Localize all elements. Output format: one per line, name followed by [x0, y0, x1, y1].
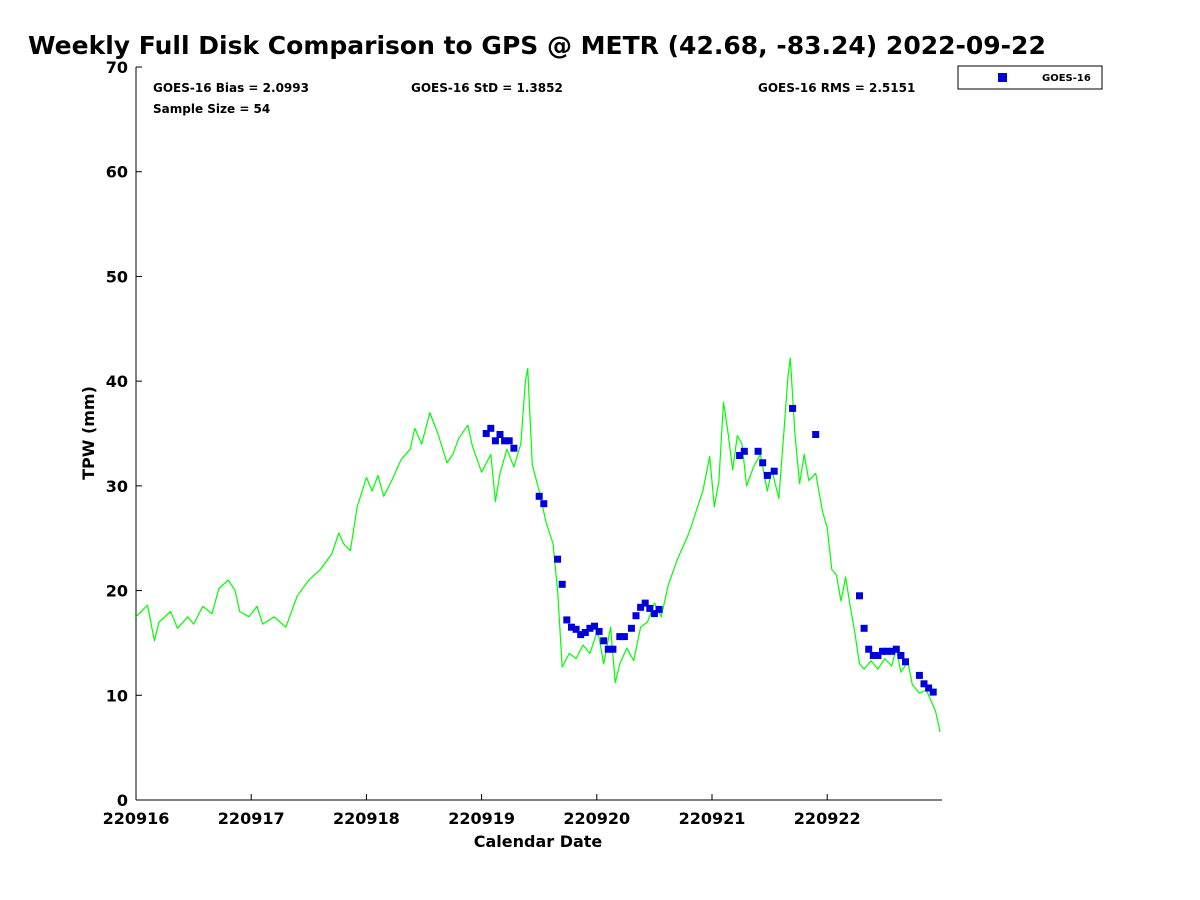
goes16-point: [482, 430, 490, 437]
goes16-point: [740, 447, 748, 455]
legend-box: [957, 65, 1103, 90]
goes16-point: [568, 623, 575, 631]
goes16-point: [581, 629, 589, 636]
goes16-point: [892, 645, 900, 653]
goes16-point: [650, 610, 658, 618]
x-tick-label: 220916: [103, 809, 170, 828]
rms-stat: GOES-16 RMS = 2.5151: [758, 81, 915, 95]
goes16-point: [759, 459, 767, 467]
goes16-point: [620, 633, 628, 641]
y-tick-label: 70: [106, 58, 128, 77]
goes16-point: [856, 592, 863, 600]
goes16-point: [563, 616, 571, 624]
x-tick-label: 220917: [218, 809, 285, 828]
std-stat: GOES-16 StD = 1.3852: [411, 81, 563, 95]
x-tick-label: 220918: [333, 809, 400, 828]
goes16-point: [491, 437, 499, 445]
goes16-point: [879, 647, 886, 655]
goes16-point: [789, 404, 797, 412]
goes16-point: [627, 624, 635, 632]
goes16-point: [874, 652, 882, 659]
y-ticks: 0 10 20 30 40 50 60 70: [106, 58, 142, 810]
chart-title: Weekly Full Disk Comparison to GPS @ MET…: [28, 31, 1046, 60]
goes16-point: [869, 652, 877, 659]
goes16-point: [655, 605, 663, 613]
goes16-point: [616, 633, 624, 641]
sample-size-stat: Sample Size = 54: [153, 102, 270, 116]
y-tick-label: 0: [117, 791, 128, 810]
goes16-point: [902, 658, 909, 666]
goes16-point: [897, 652, 905, 659]
goes16-point: [641, 599, 649, 607]
goes16-point: [736, 452, 744, 459]
y-tick-label: 20: [106, 582, 128, 601]
x-ticks: 220916 220917 220918 220919 220920 220921 2209…: [103, 794, 861, 828]
goes16-point: [510, 444, 518, 452]
goes16-point: [637, 603, 645, 611]
goes16-point: [554, 555, 562, 563]
goes16-point: [496, 431, 504, 438]
goes16-point: [505, 437, 513, 445]
goes16-point: [577, 631, 585, 639]
legend-marker-goes16: [998, 73, 1007, 82]
goes16-point: [920, 680, 928, 688]
goes16-point: [632, 612, 640, 620]
goes16-point: [572, 625, 580, 633]
goes16-point: [558, 580, 566, 588]
goes16-point: [595, 627, 603, 635]
goes16-point: [888, 647, 896, 655]
goes16-point: [860, 624, 868, 632]
series-layer: [135, 357, 941, 733]
goes16-point: [535, 492, 543, 500]
y-tick-label: 10: [106, 686, 128, 705]
goes16-point: [540, 500, 548, 508]
goes16-point: [600, 637, 608, 645]
y-tick-label: 30: [106, 477, 128, 496]
goes16-point: [591, 622, 598, 630]
goes16-point: [646, 604, 654, 612]
goes16-point: [487, 424, 495, 432]
bias-stat: GOES-16 Bias = 2.0993: [153, 81, 309, 95]
x-tick-label: 220922: [794, 809, 861, 828]
legend: GOES-16: [957, 65, 1103, 90]
goes16-point: [915, 671, 923, 679]
goes16-point: [763, 471, 771, 479]
goes16-point: [609, 645, 617, 653]
goes16-point: [501, 437, 509, 445]
y-tick-label: 40: [106, 372, 128, 391]
legend-label-goes16: GOES-16: [1042, 73, 1091, 84]
y-tick-label: 60: [106, 163, 128, 182]
x-tick-label: 220919: [448, 809, 515, 828]
goes16-point: [865, 645, 873, 653]
x-tick-label: 220921: [679, 809, 746, 828]
y-tick-label: 50: [106, 267, 128, 286]
goes16-point: [604, 645, 612, 653]
goes16-point: [586, 624, 594, 632]
goes16-point: [929, 688, 937, 696]
x-tick-label: 220920: [563, 809, 630, 828]
goes16-point: [925, 684, 933, 692]
x-axis-label: Calendar Date: [474, 832, 603, 851]
goes16-point: [770, 467, 778, 475]
goes16-point: [812, 431, 820, 438]
y-axis-label: TPW (mm): [79, 386, 98, 480]
goes16-point: [754, 447, 762, 455]
goes16-point: [883, 647, 891, 655]
series-line-gps: [135, 357, 941, 733]
